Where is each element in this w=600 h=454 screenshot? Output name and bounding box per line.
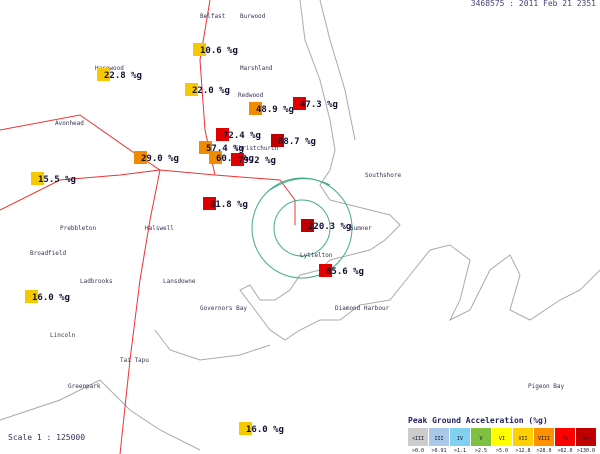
station-marker xyxy=(97,68,110,81)
place-label: Halswell xyxy=(145,225,174,232)
station-marker xyxy=(209,151,222,164)
legend-threshold: >0.0 xyxy=(412,448,424,454)
place-label: Redwood xyxy=(238,92,264,99)
station-label: 72.4 %g xyxy=(223,131,261,141)
legend-class: IV xyxy=(457,436,463,442)
place-label: Christchurch xyxy=(235,145,279,152)
legend-class: VIII xyxy=(538,436,550,442)
station-marker xyxy=(203,197,216,210)
station-label: 57.4 %g xyxy=(206,144,244,154)
station-label: 16.0 %g xyxy=(246,425,284,435)
station-label: 10.6 %g xyxy=(200,46,238,56)
legend-title: Peak Ground Acceleration (%g) xyxy=(408,415,548,425)
overlay: BelfastBurwoodHarewoodMarshlandRedwoodAv… xyxy=(25,13,596,454)
station-label: 22.0 %g xyxy=(192,86,230,96)
legend-class: III xyxy=(434,436,443,442)
place-label: Greenpark xyxy=(68,383,101,390)
place-label: Lansdowne xyxy=(163,278,196,285)
place-label: Southshore xyxy=(365,172,402,179)
station-label: 29.0 %g xyxy=(141,154,179,164)
scale: Scale 1 : 125000 xyxy=(8,433,85,442)
legend-threshold: >62.0 xyxy=(557,448,572,454)
place-label: Pigeon Bay xyxy=(528,383,565,390)
place-label: Diamond Harbour xyxy=(335,305,390,312)
legend-swatch xyxy=(492,428,512,446)
station-marker xyxy=(134,151,147,164)
station-label: 48.9 %g xyxy=(256,105,294,115)
roads xyxy=(0,0,296,454)
legend-threshold: >28.0 xyxy=(536,448,551,454)
place-label: Prebbleton xyxy=(60,225,97,232)
station-marker xyxy=(185,83,198,96)
station-label: 85.6 %g xyxy=(326,267,364,277)
station-label: 15.5 %g xyxy=(38,175,76,185)
legend-class: <III xyxy=(412,436,424,442)
station-marker xyxy=(31,172,44,185)
place-label: Ladbrooks xyxy=(80,278,113,285)
place-label: Marshland xyxy=(240,65,273,72)
legend-class: X+ xyxy=(583,436,589,442)
place-label: Belfast xyxy=(200,13,226,20)
station-marker xyxy=(249,102,262,115)
legend-swatch xyxy=(534,428,554,446)
legend-class: IX xyxy=(562,436,568,442)
station-marker xyxy=(319,264,332,277)
legend-class: V xyxy=(479,436,482,442)
station-marker xyxy=(301,219,314,232)
place-label: Governors Bay xyxy=(200,305,247,312)
station-marker xyxy=(216,128,229,141)
station-label: 47.3 %g xyxy=(300,100,338,110)
legend-threshold: >130.0 xyxy=(577,448,595,454)
station-marker xyxy=(25,290,38,303)
station-label: 16.0 %g xyxy=(32,293,70,303)
station-marker xyxy=(193,43,206,56)
station-marker xyxy=(293,97,306,110)
event-id: 3468575 : 2011 Feb 21 2351 xyxy=(471,0,596,8)
legend-threshold: >2.5 xyxy=(475,448,487,454)
station-marker xyxy=(271,134,284,147)
legend-class: VII xyxy=(518,436,527,442)
legend-threshold: >0.91 xyxy=(431,448,446,454)
station-label: 81.8 %g xyxy=(210,200,248,210)
station-marker xyxy=(239,422,252,435)
place-label: Broadfield xyxy=(30,250,67,257)
legend-class: VI xyxy=(499,436,505,442)
station-label: 88.7 %g xyxy=(278,137,316,147)
intensity-contours xyxy=(251,177,353,279)
place-label: Lincoln xyxy=(50,332,76,339)
legend-swatch xyxy=(555,428,575,446)
legend-swatch xyxy=(408,428,428,446)
station-marker xyxy=(231,153,244,166)
station-label: 79.2 %g xyxy=(238,156,276,166)
legend-swatch xyxy=(450,428,470,446)
place-label: Tai Tapu xyxy=(120,357,149,364)
legend-threshold: >1.1 xyxy=(454,448,466,454)
place-label: Burwood xyxy=(240,13,266,20)
place-label: Avonhead xyxy=(55,120,84,127)
legend-swatch xyxy=(429,428,449,446)
place-label: Sumner xyxy=(350,225,372,232)
legend-threshold: >5.0 xyxy=(496,448,508,454)
station-label: 220.3 %g xyxy=(308,222,351,232)
legend-swatch xyxy=(576,428,596,446)
station-label: 22.8 %g xyxy=(104,71,142,81)
legend-swatch xyxy=(471,428,491,446)
place-label: Lyttelton xyxy=(300,252,333,259)
legend-threshold: >12.8 xyxy=(515,448,530,454)
station-marker xyxy=(199,141,212,154)
legend-swatch xyxy=(513,428,533,446)
